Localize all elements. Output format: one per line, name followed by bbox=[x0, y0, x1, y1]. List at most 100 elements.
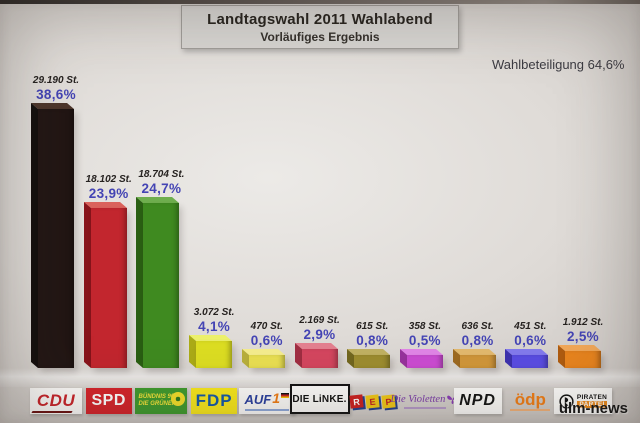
bar-auf bbox=[241, 349, 285, 368]
bar-labels-cdu: 29.190 St. 38,6% bbox=[33, 75, 79, 102]
bar-labels-gruene: 18.704 St. 24,7% bbox=[138, 169, 184, 196]
cdu-wordmark: CDU bbox=[36, 391, 76, 410]
votes-label: 636 St. bbox=[461, 321, 494, 332]
title-box: Landtagswahl 2011 Wahlabend Vorläufiges … bbox=[181, 5, 459, 49]
bar-rep bbox=[347, 349, 391, 368]
bar-face-side bbox=[83, 201, 91, 368]
gruene-line1: BÜNDNIS 90 bbox=[138, 394, 175, 400]
page-subtitle: Vorläufiges Ergebnis bbox=[260, 29, 380, 44]
bar-oedp bbox=[505, 349, 549, 368]
pirate-sail-icon bbox=[559, 393, 574, 409]
logo-npd: NPD bbox=[453, 388, 502, 414]
bar-face-side bbox=[136, 196, 144, 368]
bar-labels-auf: 470 St. 0,6% bbox=[251, 321, 283, 348]
bar-labels-linke: 2.169 St. 2,9% bbox=[299, 315, 340, 342]
rep-block-e: E bbox=[365, 393, 380, 409]
bar-labels-oedp: 451 St. 0,6% bbox=[514, 321, 546, 348]
violetten-text: Die Violetten bbox=[390, 393, 446, 405]
bar-labels-violetten: 358 St. 0,5% bbox=[409, 321, 441, 348]
percent-label: 4,1% bbox=[198, 318, 231, 334]
votes-label: 29.190 St. bbox=[32, 75, 80, 87]
bar-face-front bbox=[459, 355, 496, 368]
percent-label: 0,8% bbox=[461, 333, 494, 348]
photo-top-edge bbox=[0, 0, 640, 4]
votes-label: 451 St. bbox=[514, 321, 547, 332]
bar-labels-spd: 18.102 St. 23,9% bbox=[86, 174, 132, 201]
percent-label: 2,9% bbox=[303, 326, 336, 342]
turnout-label: Wahlbeteiligung 64,6% bbox=[492, 57, 625, 72]
percent-label: 0,6% bbox=[514, 333, 547, 348]
gruene-line2: DIE GRÜNEN bbox=[138, 401, 177, 407]
logo-oedp: ödp bbox=[505, 388, 555, 414]
oedp-wordmark: ödp bbox=[514, 389, 546, 409]
bar-face-front bbox=[196, 340, 233, 368]
sunflower-icon bbox=[171, 392, 186, 406]
bar-gruene bbox=[136, 196, 180, 368]
bar-violetten bbox=[399, 349, 443, 368]
rep-block-r: R bbox=[349, 393, 364, 409]
auf-one: 1 bbox=[272, 389, 281, 406]
violetten-wordmark: Die Violetten bbox=[390, 394, 459, 405]
bar-face-front bbox=[90, 207, 127, 368]
percent-label: 2,5% bbox=[567, 329, 599, 345]
percent-label: 0,5% bbox=[408, 333, 441, 348]
logo-violetten: Die Violetten bbox=[390, 388, 459, 414]
votes-label: 18.102 St. bbox=[85, 173, 132, 185]
logo-piraten: PIRATEN PARTEI bbox=[554, 388, 612, 414]
linke-wordmark: DIE LiNKE. bbox=[292, 393, 347, 405]
gruene-wordmark: BÜNDNIS 90 DIE GRÜNEN bbox=[139, 394, 177, 408]
spd-wordmark: SPD bbox=[91, 392, 126, 409]
auf-text: AUF bbox=[244, 391, 272, 407]
votes-label: 18.704 St. bbox=[138, 168, 185, 180]
bar-linke bbox=[294, 342, 338, 368]
ulm-news-watermark: ulm-news bbox=[558, 400, 628, 417]
votes-label: 358 St. bbox=[408, 321, 442, 332]
fdp-wordmark: FDP bbox=[195, 391, 233, 410]
bar-labels-piraten: 1.912 St. 2,5% bbox=[563, 317, 604, 344]
votes-label: 470 St. bbox=[250, 321, 283, 332]
chart-floor bbox=[0, 368, 640, 387]
bar-face-front bbox=[143, 202, 180, 368]
bar-face-front bbox=[512, 355, 549, 368]
bar-cdu bbox=[31, 103, 75, 368]
bar-piraten bbox=[558, 345, 602, 368]
percent-label: 38,6% bbox=[36, 87, 76, 103]
npd-wordmark: NPD bbox=[459, 392, 496, 409]
page-title: Landtagswahl 2011 Wahlabend bbox=[207, 10, 433, 28]
violetten-tagline-line bbox=[403, 406, 446, 409]
bar-labels-fdp: 3.072 St. 4,1% bbox=[194, 307, 235, 334]
votes-label: 3.072 St. bbox=[193, 306, 235, 318]
auf-tagline-line bbox=[244, 408, 289, 411]
german-flag-icon bbox=[281, 392, 290, 398]
bar-face-front bbox=[565, 351, 601, 368]
logo-cdu: CDU bbox=[30, 388, 82, 414]
votes-label: 2.169 St. bbox=[299, 314, 340, 326]
percent-label: 24,7% bbox=[141, 180, 182, 196]
bar-labels-npd: 636 St. 0,8% bbox=[461, 321, 493, 348]
bar-fdp bbox=[189, 334, 233, 368]
oedp-tagline-line bbox=[510, 408, 551, 411]
percent-label: 23,9% bbox=[88, 185, 129, 201]
piraten-wordmark: PIRATEN PARTEI bbox=[576, 394, 608, 408]
bar-face-side bbox=[189, 334, 197, 368]
logo-gruene: BÜNDNIS 90 DIE GRÜNEN bbox=[135, 388, 188, 414]
bar-labels-rep: 615 St. 0,8% bbox=[356, 321, 388, 348]
bar-face-front bbox=[354, 355, 391, 368]
bar-face-front bbox=[301, 348, 338, 368]
bar-npd bbox=[452, 349, 496, 368]
logo-fdp: FDP bbox=[191, 388, 238, 414]
bar-face-side bbox=[31, 103, 38, 368]
piraten-line1: PIRATEN bbox=[576, 394, 608, 401]
logo-auf: AUF 1 bbox=[238, 388, 295, 414]
percent-label: 0,6% bbox=[250, 333, 283, 348]
auf-wordmark: AUF 1 bbox=[244, 389, 290, 407]
bar-face-front bbox=[248, 355, 285, 368]
votes-label: 615 St. bbox=[356, 321, 389, 332]
votes-label: 1.912 St. bbox=[562, 317, 604, 329]
percent-label: 0,8% bbox=[356, 333, 389, 348]
bar-face-front bbox=[38, 109, 74, 368]
piraten-line2: PARTEI bbox=[576, 401, 608, 408]
bar-spd bbox=[83, 201, 127, 368]
